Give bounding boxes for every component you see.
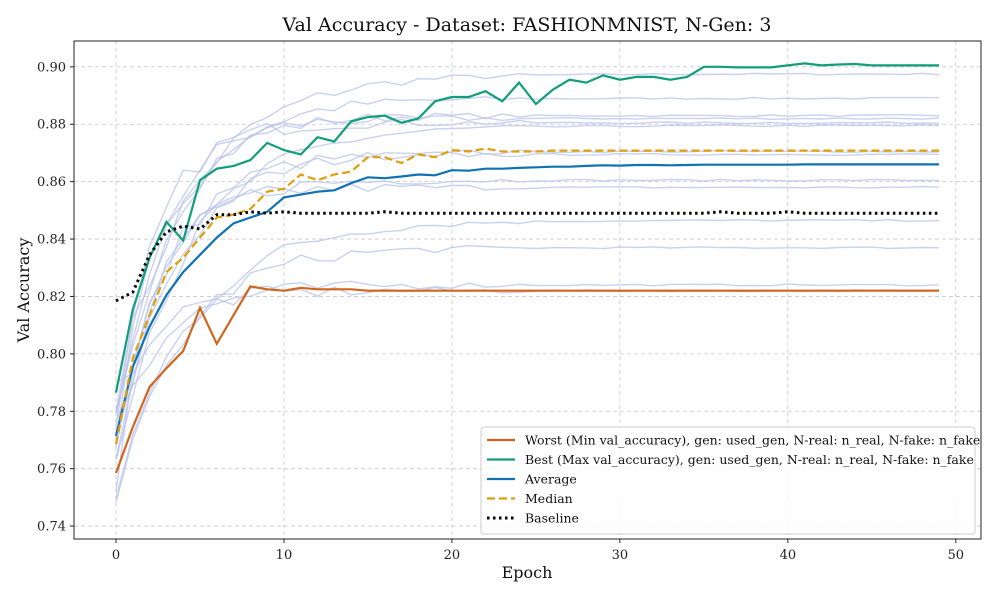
background-run-line: [115, 178, 940, 460]
legend-box: [480, 426, 976, 535]
x-tick-label: 30: [612, 548, 629, 563]
y-axis-label: Val Accuracy: [14, 238, 33, 344]
x-tick-label: 50: [948, 548, 965, 563]
x-axis: 0 10 20 30 40 50: [112, 539, 964, 563]
background-run-line: [115, 96, 939, 414]
legend-label: Worst (Min val_accuracy), gen: used_gen,…: [525, 432, 980, 447]
y-tick-label: 0.78: [37, 405, 66, 420]
series-line: [114, 62, 939, 393]
y-tick-label: 0.82: [37, 290, 66, 305]
y-tick-label: 0.88: [37, 118, 66, 133]
background-run-line: [115, 72, 940, 412]
plot-frame: [73, 40, 982, 540]
background-run-line: [115, 124, 940, 461]
y-tick-label: 0.80: [37, 347, 66, 362]
x-tick-label: 0: [112, 548, 120, 563]
legend-label: Median: [525, 491, 573, 506]
y-axis: 0.74 0.76 0.78 0.80 0.82 0.84 0.86 0.88 0.90: [37, 60, 74, 535]
series-line: [114, 147, 939, 445]
background-run-line: [115, 218, 940, 499]
legend: Worst (Min val_accuracy), gen: used_gen,…: [480, 426, 980, 535]
background-run-line: [115, 118, 940, 427]
legend-label: Baseline: [525, 510, 579, 525]
x-tick-label: 40: [780, 548, 797, 563]
x-axis-label: Epoch: [502, 563, 553, 582]
background-run-line: [115, 244, 940, 503]
background-run-line: [115, 112, 940, 414]
legend-label: Best (Max val_accuracy), gen: used_gen, …: [525, 452, 974, 467]
series-line: [115, 210, 939, 303]
series-line: [114, 285, 939, 474]
x-tick-label: 20: [444, 548, 461, 563]
background-run-line: [115, 183, 940, 492]
y-tick-label: 0.90: [37, 60, 66, 75]
chart-title: Val Accuracy - Dataset: FASHIONMNIST, N-…: [282, 14, 772, 36]
series-layer: [114, 62, 939, 474]
y-tick-label: 0.74: [37, 520, 66, 535]
y-tick-label: 0.84: [37, 233, 66, 248]
y-tick-label: 0.86: [37, 175, 66, 190]
legend-label: Average: [524, 471, 577, 486]
background-run-line: [115, 280, 940, 421]
background-run-line: [115, 285, 940, 384]
y-tick-label: 0.76: [37, 462, 66, 477]
background-run-line: [115, 151, 940, 448]
x-tick-label: 10: [276, 548, 293, 563]
background-run-line: [115, 114, 940, 441]
series-line: [114, 163, 939, 436]
